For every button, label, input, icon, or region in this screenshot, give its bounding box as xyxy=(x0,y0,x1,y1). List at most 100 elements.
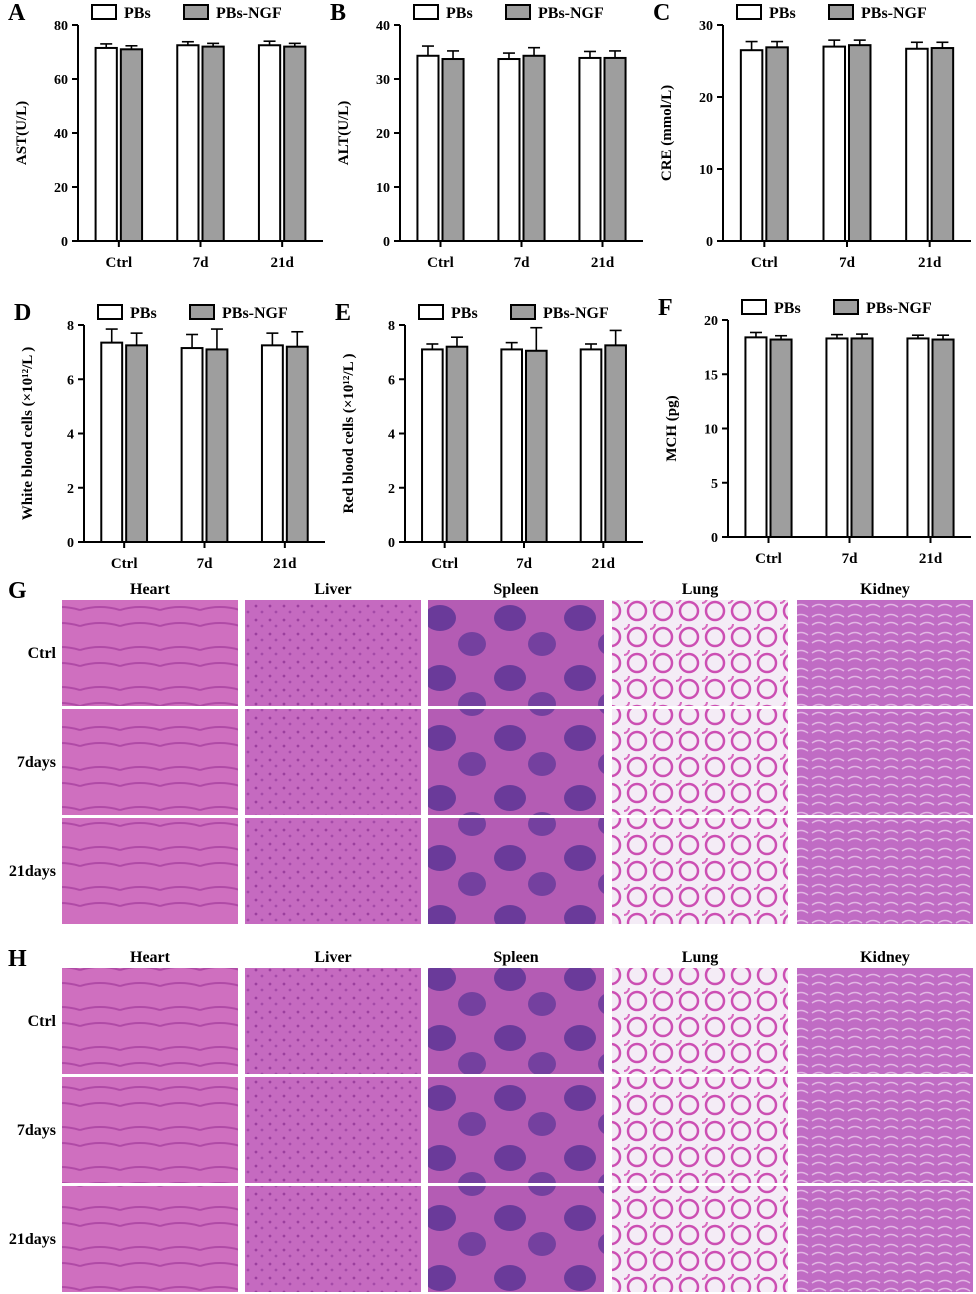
legend-label-pbs-ngf: PBs-NGF xyxy=(543,305,609,322)
x-tick-label: 7d xyxy=(193,255,210,271)
row-label: 21days xyxy=(9,1231,56,1248)
x-tick-label: 21d xyxy=(591,255,615,271)
micrograph-heart xyxy=(62,709,238,815)
micrograph-lung xyxy=(612,1077,788,1183)
bar-pbs-ngf xyxy=(930,47,955,243)
x-tick-label: 7d xyxy=(516,556,533,572)
y-tick-label: 5 xyxy=(711,477,718,492)
y-axis-label: Red blood cells (×10¹²/L ) xyxy=(341,353,357,513)
tissue-title: Liver xyxy=(314,949,351,966)
panel-letter: H xyxy=(8,946,27,972)
tissue-title: Liver xyxy=(314,581,351,598)
panel-letter: B xyxy=(330,0,346,26)
y-tick-label: 10 xyxy=(376,181,390,196)
y-tick-label: 20 xyxy=(376,127,390,142)
histology-panel-H: H Heart Liver Spleen Lung Kidney Ctrl 7days 21da… xyxy=(8,946,973,1292)
row-label: 7days xyxy=(17,754,56,771)
micrograph-heart xyxy=(62,818,238,924)
bar-pbs-ngf xyxy=(522,54,546,242)
y-tick-label: 0 xyxy=(61,235,68,250)
bar-pbs xyxy=(500,348,523,543)
legend-swatch-pbs-ngf xyxy=(505,4,531,20)
y-tick-label: 6 xyxy=(388,373,395,388)
micrograph-heart xyxy=(62,1077,238,1183)
bar-pbs-ngf xyxy=(931,338,955,538)
y-tick-label: 15 xyxy=(704,368,718,383)
micrograph-kidney xyxy=(797,1077,973,1183)
bar-pbs xyxy=(260,344,284,543)
bar-pbs xyxy=(822,45,846,242)
legend-swatch-pbs xyxy=(413,4,439,20)
y-tick-label: 2 xyxy=(388,482,395,497)
legend-label-pbs: PBs xyxy=(451,305,478,322)
tissue-title: Heart xyxy=(130,949,171,966)
legend-swatch-pbs xyxy=(741,299,767,315)
bar-pbs-ngf xyxy=(850,337,874,538)
bar-pbs-ngf xyxy=(445,345,469,544)
legend-label-pbs: PBs xyxy=(769,5,796,22)
micrograph-spleen xyxy=(428,818,604,924)
bar-pbs xyxy=(497,58,521,242)
x-tick-label: Ctrl xyxy=(751,255,778,271)
micrograph-lung xyxy=(612,1186,788,1292)
y-tick-label: 6 xyxy=(67,373,74,388)
micrograph-spleen xyxy=(428,600,604,706)
legend-swatch-pbs xyxy=(736,4,762,20)
y-tick-label: 0 xyxy=(388,536,395,551)
legend-swatch-pbs-ngf xyxy=(189,304,215,320)
bar-pbs-ngf xyxy=(283,45,307,242)
tissue-title: Kidney xyxy=(860,581,910,598)
legend-swatch-pbs-ngf xyxy=(833,299,859,315)
chart-D: D 0 2 4 6 8 White blood cells (×10¹²/L ) Ctrl 7d… xyxy=(14,300,325,572)
legend-swatch-pbs-ngf xyxy=(183,4,209,20)
panel-letter: F xyxy=(658,295,673,321)
bar-pbs xyxy=(906,337,930,538)
x-tick-label: Ctrl xyxy=(111,556,138,572)
tissue-title: Lung xyxy=(682,581,718,598)
tissue-title: Lung xyxy=(682,949,718,966)
bar-pbs xyxy=(180,347,204,543)
x-tick-label: 7d xyxy=(197,556,214,572)
y-tick-label: 0 xyxy=(383,235,390,250)
micrograph-kidney xyxy=(797,600,973,706)
tissue-title: Spleen xyxy=(493,949,538,966)
row-label: 7days xyxy=(17,1122,56,1139)
bar-pbs xyxy=(905,47,929,243)
micrograph-liver xyxy=(245,1077,421,1183)
bar-pbs xyxy=(739,49,764,243)
y-axis-label: CRE (mmol/L) xyxy=(659,85,675,181)
x-tick-label: 21d xyxy=(918,255,942,271)
y-tick-label: 20 xyxy=(704,314,718,329)
micrograph-kidney xyxy=(797,818,973,924)
y-tick-label: 30 xyxy=(699,19,713,34)
y-tick-label: 20 xyxy=(699,91,713,106)
micrograph-kidney xyxy=(797,968,973,1074)
row-label: Ctrl xyxy=(28,1013,57,1030)
bar-pbs xyxy=(94,46,118,243)
legend-swatch-pbs xyxy=(97,304,123,320)
y-tick-label: 0 xyxy=(711,531,718,546)
y-tick-label: 8 xyxy=(67,319,74,334)
chart-E: E 0 2 4 6 8 Red blood cells (×10¹²/L ) Ctrl 7d 21… xyxy=(335,300,643,572)
bar-pbs-ngf xyxy=(201,45,225,242)
legend-label-pbs: PBs xyxy=(446,5,473,22)
chart-C: C 0 10 20 30 CRE (mmol/L) Ctrl 7d 21d PBs PBs-NGF xyxy=(653,0,971,271)
legend-label-pbs: PBs xyxy=(124,5,151,22)
bar-pbs xyxy=(416,54,440,242)
tissue-title: Heart xyxy=(130,581,171,598)
bar-pbs-ngf xyxy=(119,48,144,242)
chart-A: A 0 20 40 60 80 AST(U/L) Ctrl 7d 21d PBs PBs-NGF xyxy=(8,0,323,271)
bar-pbs xyxy=(176,44,200,242)
y-axis-label: ALT(U/L) xyxy=(336,101,352,165)
micrograph-liver xyxy=(245,600,421,706)
panel-letter: C xyxy=(653,0,670,26)
chart-F: F 0 5 10 15 20 MCH (pg) Ctrl 7d 21d PBs PBs-NGF xyxy=(658,295,971,567)
y-tick-label: 0 xyxy=(706,235,713,250)
y-tick-label: 30 xyxy=(376,73,390,88)
panel-letter: A xyxy=(8,0,26,26)
panel-letter: E xyxy=(335,300,351,326)
y-tick-label: 4 xyxy=(388,428,395,443)
legend-label-pbs-ngf: PBs-NGF xyxy=(866,300,932,317)
bar-pbs xyxy=(257,44,282,242)
bar-pbs-ngf xyxy=(125,344,149,543)
